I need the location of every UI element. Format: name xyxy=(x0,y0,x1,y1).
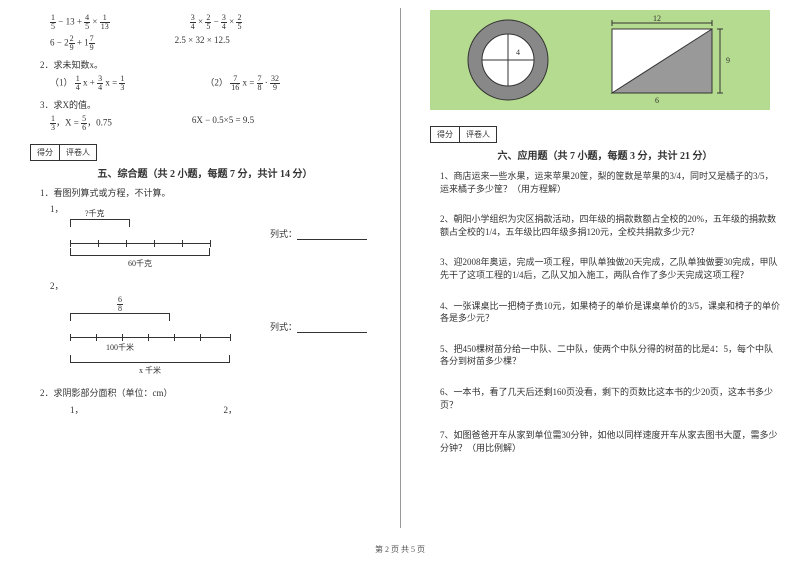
equation-row-2: 6 − 229 + 179 2.5 × 32 × 12.5 xyxy=(50,35,380,52)
eq-4b: 6X − 0.5×5 = 9.5 xyxy=(192,115,254,132)
right-column: 4 12 9 6 得分 评卷人 六、应用题（共 7 小题，每题 3 分，共计 2… xyxy=(400,0,800,540)
score-label: 得分 xyxy=(31,145,60,160)
eq-2b: 2.5 × 32 × 12.5 xyxy=(175,35,230,52)
lieshi-1: 列式： xyxy=(270,227,367,240)
q6-2: 2、朝阳小学组织为灾区捐款活动，四年级的捐款数额占全校的20%，五年级的捐款数额… xyxy=(440,213,780,238)
grader-label-6: 评卷人 xyxy=(460,127,496,142)
eq-1b: 34 × 25 − 34 × 25 xyxy=(190,14,243,31)
q5-1: 1．看图列算式或方程，不计算。 xyxy=(40,186,380,199)
item-2: 2．求未知数x。 xyxy=(40,58,380,71)
left-column: 15 − 13 + 45 × 113 34 × 25 − 34 × 25 6 −… xyxy=(0,0,400,540)
q6-3: 3、迎2008年奥运，完成一项工程，甲队单独做20天完成，乙队单独做要30完成，… xyxy=(440,256,780,281)
eq-3b: （2） 716 x = 78 · 329 xyxy=(205,75,280,92)
item-3: 3．求X的值。 xyxy=(40,98,380,111)
eq-3a-prefix: （1） xyxy=(50,78,73,88)
score-label-6: 得分 xyxy=(431,127,460,142)
rect-base-label: 6 xyxy=(655,96,659,105)
eq-4a: 13，X = 56，0.75 xyxy=(50,115,112,132)
q6-7: 7、如图爸爸开车从家到单位需30分钟，如他以同样速度开车从家去图书大厦，需多少分… xyxy=(440,429,780,454)
d1-bottom-label: 60千克 xyxy=(70,258,210,269)
equation-row-4: 13，X = 56，0.75 6X − 0.5×5 = 9.5 xyxy=(50,115,380,132)
lieshi-label-1: 列式： xyxy=(270,229,297,239)
score-box-5: 得分 评卷人 xyxy=(30,144,97,161)
page-footer: 第 2 页 共 5 页 xyxy=(0,540,800,555)
q5-2: 2．求阴影部分面积（单位：cm） xyxy=(40,386,380,399)
eq-3b-prefix: （2） xyxy=(205,78,228,88)
eq-3a: （1） 14 x + 34 x = 13 xyxy=(50,75,125,92)
equation-row-3: （1） 14 x + 34 x = 13 （2） 716 x = 78 · 32… xyxy=(50,75,380,92)
rect-height-label: 9 xyxy=(726,56,730,65)
diagram-2: 68 100千米 x 千米 列式： xyxy=(70,296,380,376)
q6-6: 6、一本书，看了几天后还剩160页没看，剩下的页数比这本书的少20页，这本书多少… xyxy=(440,386,780,411)
rect-triangle-figure: 12 9 6 xyxy=(602,15,742,105)
q6-5: 5、把450棵树苗分给一中队、二中队，使两个中队分得的树苗的比是4：5，每个中队… xyxy=(440,343,780,368)
circle-figure: 4 xyxy=(458,15,558,105)
rect-width-label: 12 xyxy=(653,15,661,23)
lieshi-label-2: 列式： xyxy=(270,322,297,332)
q6-4: 4、一张课桌比一把椅子贵10元，如果椅子的单价是课桌单价的3/5，课桌和椅子的单… xyxy=(440,300,780,325)
q6-1: 1、商店运来一些水果，运来苹果20筐，梨的筐数是苹果的3/4，同时又是橘子的3/… xyxy=(440,170,780,195)
lieshi-2: 列式： xyxy=(270,320,367,333)
circle-radius-label: 4 xyxy=(516,48,520,57)
grader-label: 评卷人 xyxy=(60,145,96,160)
q5-2-sub2: 2， xyxy=(224,403,238,416)
diagram-1: ?千克 60千克 列式： xyxy=(70,219,380,269)
eq-2a: 6 − 229 + 179 xyxy=(50,35,95,52)
eq-1a: 15 − 13 + 45 × 113 xyxy=(50,14,110,31)
section-6-title: 六、应用题（共 7 小题，每题 3 分，共计 21 分） xyxy=(430,147,780,162)
section-5-title: 五、综合题（共 2 小题，每题 7 分，共计 14 分） xyxy=(30,165,380,180)
equation-row-1: 15 − 13 + 45 × 113 34 × 25 − 34 × 25 xyxy=(50,14,380,31)
geometry-panel: 4 12 9 6 xyxy=(430,10,770,110)
q5-1-sub2: 2， xyxy=(50,279,380,292)
score-box-6: 得分 评卷人 xyxy=(430,126,497,143)
d2-mid-label: 100千米 xyxy=(70,342,170,353)
q5-2-sub1: 1， xyxy=(70,403,84,416)
d1-top-label: ?千克 xyxy=(85,208,105,219)
d2-bottom-label: x 千米 xyxy=(70,365,230,376)
